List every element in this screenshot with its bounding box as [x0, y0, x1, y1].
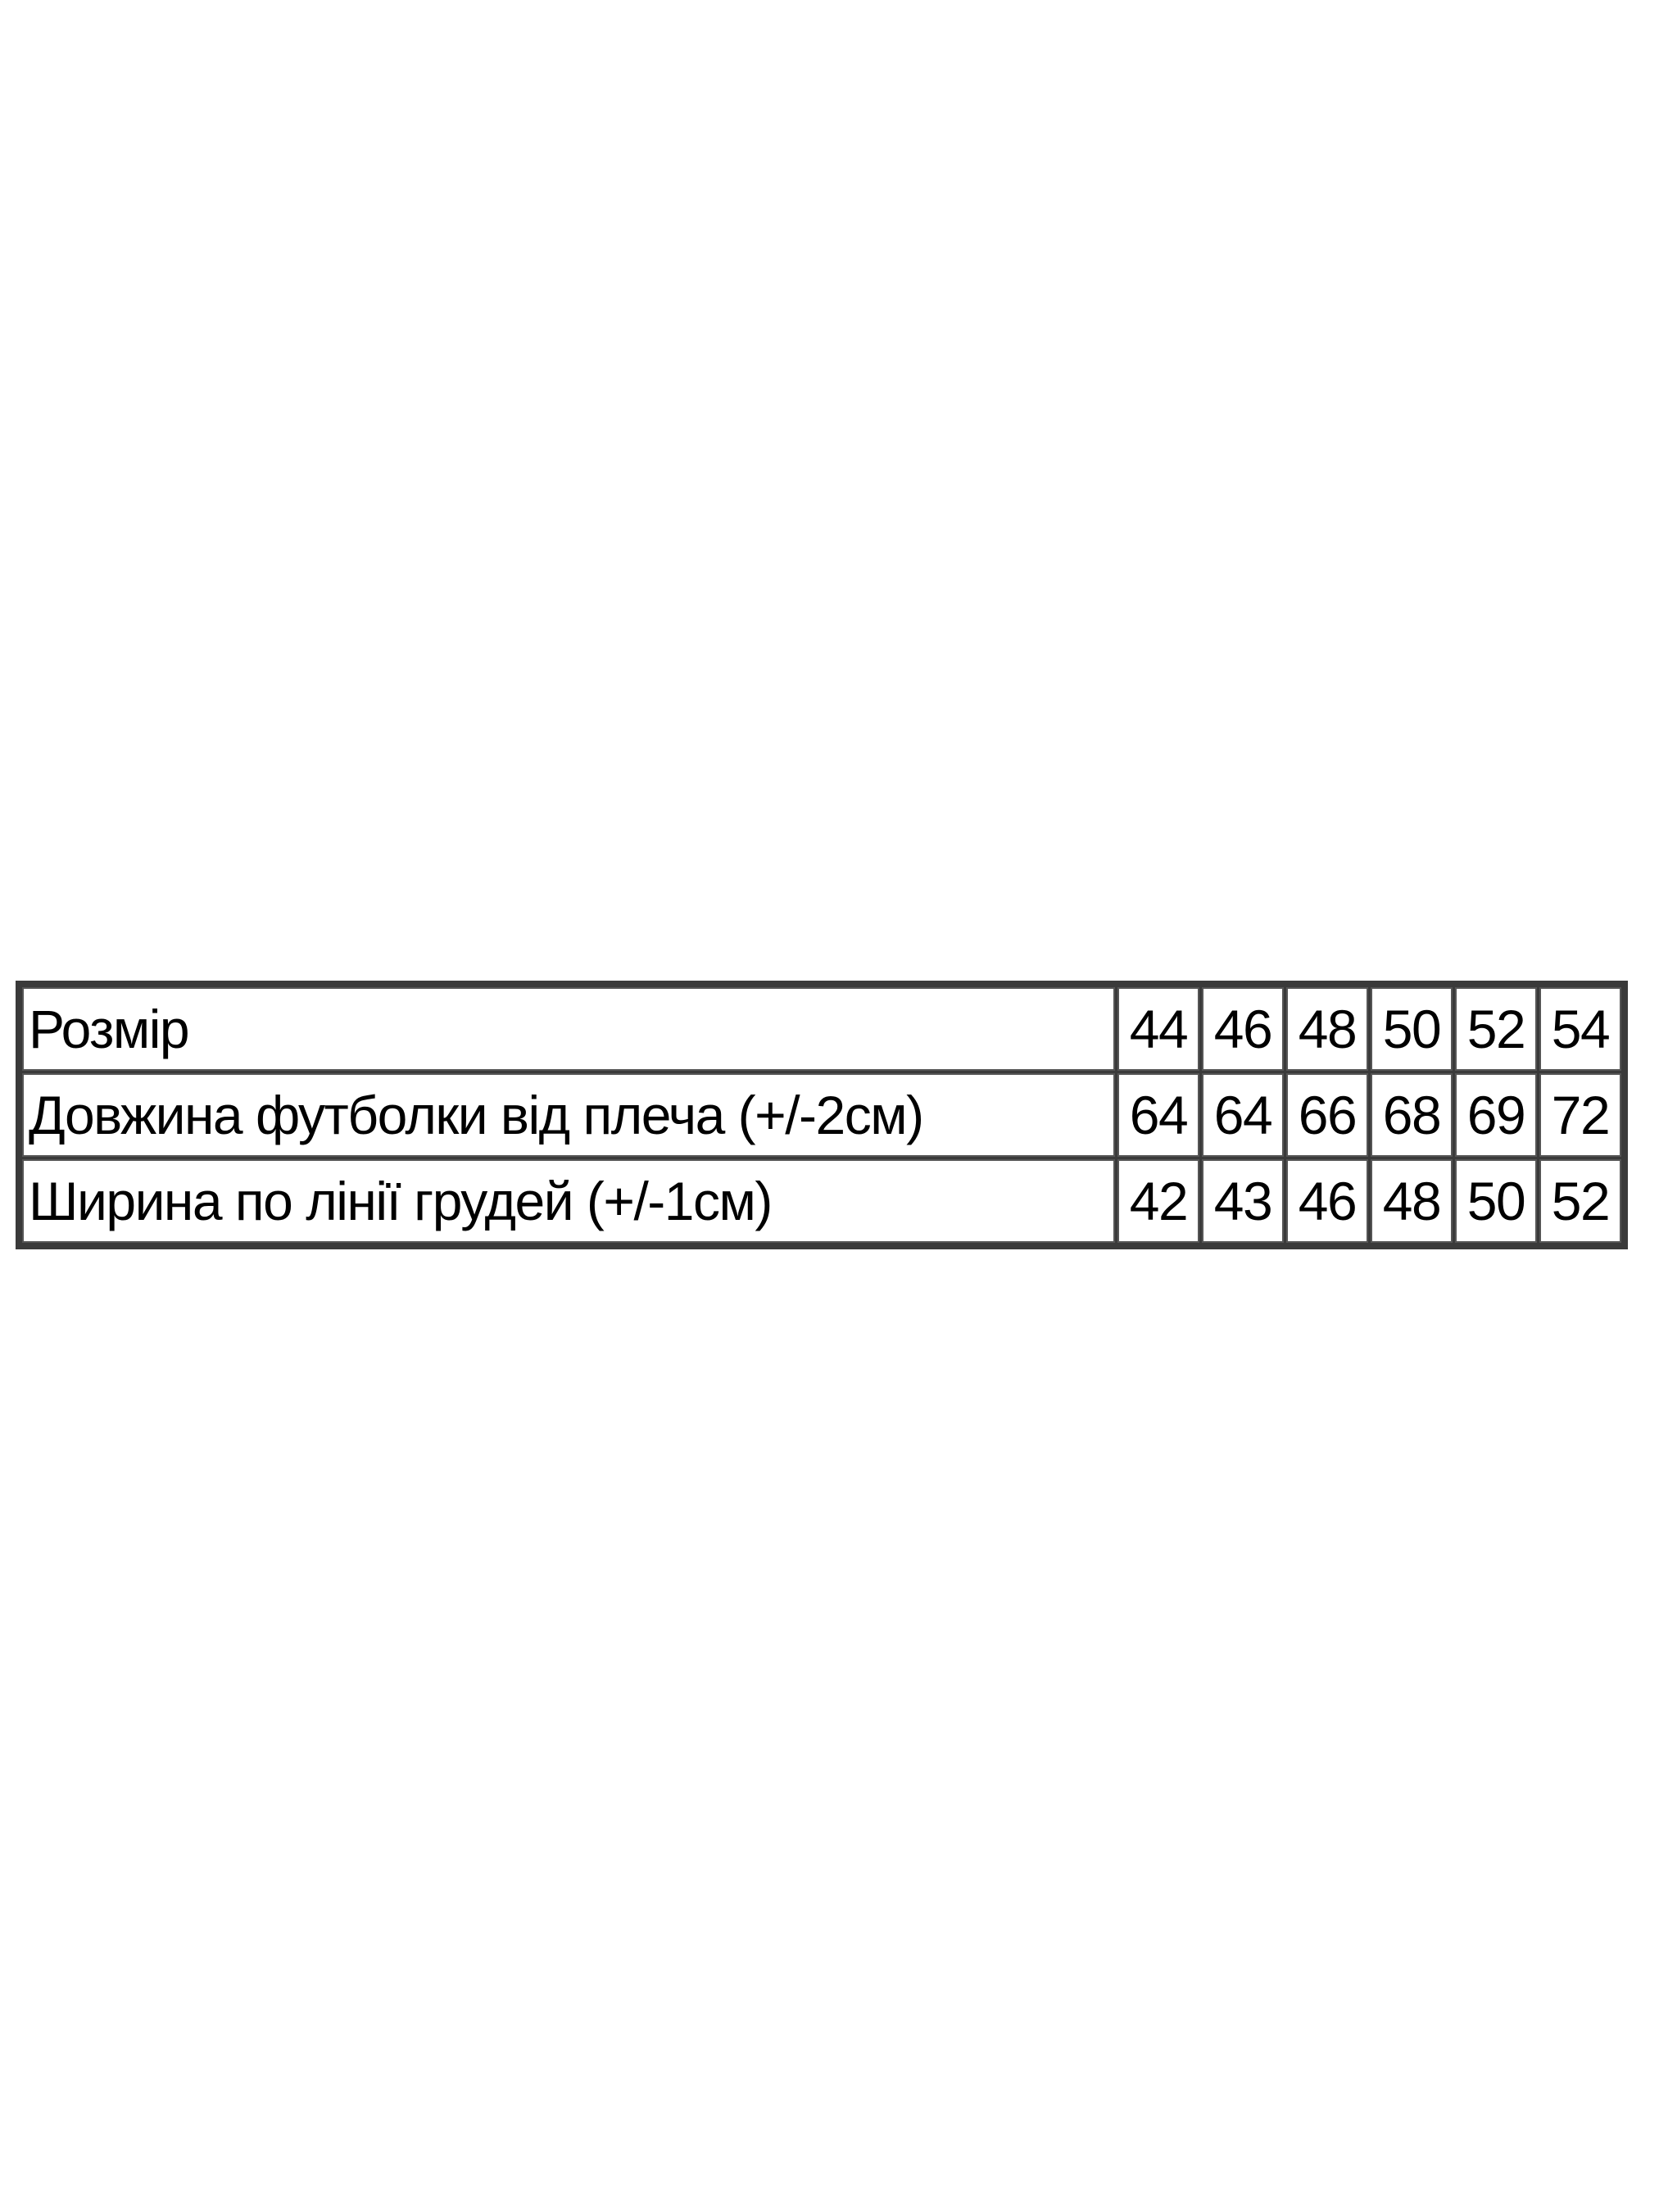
cell: 64 — [1202, 1073, 1284, 1157]
cell: 64 — [1117, 1073, 1199, 1157]
cell: 46 — [1202, 987, 1284, 1071]
cell: 54 — [1539, 987, 1621, 1071]
table-row-chest-width: Ширина по лінії грудей (+/-1см) 42 43 46… — [22, 1159, 1621, 1243]
cell: 50 — [1371, 987, 1453, 1071]
cell: 66 — [1286, 1073, 1368, 1157]
cell: 42 — [1117, 1159, 1199, 1243]
row-label: Довжина футболки від плеча (+/-2см) — [22, 1073, 1115, 1157]
cell: 48 — [1371, 1159, 1453, 1243]
cell: 72 — [1539, 1073, 1621, 1157]
cell: 50 — [1455, 1159, 1537, 1243]
cell: 46 — [1286, 1159, 1368, 1243]
cell: 68 — [1371, 1073, 1453, 1157]
cell: 43 — [1202, 1159, 1284, 1243]
row-label: Розмір — [22, 987, 1115, 1071]
cell: 52 — [1455, 987, 1537, 1071]
cell: 48 — [1286, 987, 1368, 1071]
table-row-size: Розмір 44 46 48 50 52 54 — [22, 987, 1621, 1071]
row-label: Ширина по лінії грудей (+/-1см) — [22, 1159, 1115, 1243]
cell: 52 — [1539, 1159, 1621, 1243]
size-table: Розмір 44 46 48 50 52 54 Довжина футболк… — [16, 981, 1628, 1249]
cell: 44 — [1117, 987, 1199, 1071]
table-row-length: Довжина футболки від плеча (+/-2см) 64 6… — [22, 1073, 1621, 1157]
cell: 69 — [1455, 1073, 1537, 1157]
